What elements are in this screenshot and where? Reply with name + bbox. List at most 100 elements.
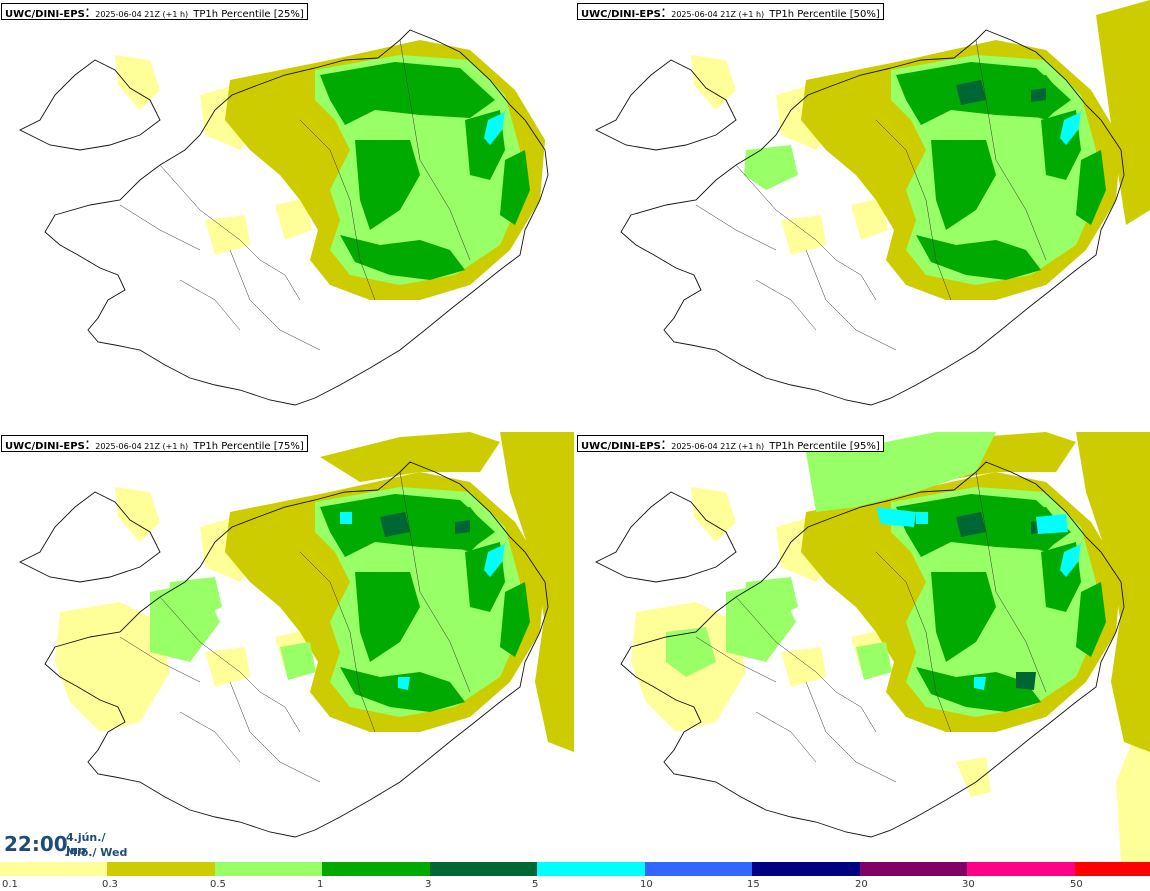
precip-contour xyxy=(876,507,916,527)
precip-contour xyxy=(320,432,500,482)
map-panel-p95: UWC/DINI-EPS: 2025-06-04 21Z (+1 h) TP1h… xyxy=(576,432,1150,862)
legend-label: 0.3 xyxy=(102,879,118,890)
precip-contour xyxy=(1060,112,1081,145)
parameter: TP1h Percentile [75%] xyxy=(193,441,304,452)
precip-contour xyxy=(1036,514,1068,534)
precip-contour xyxy=(205,647,250,687)
boundary-line xyxy=(299,551,376,733)
precip-contour xyxy=(1060,544,1081,577)
legend-label: 50 xyxy=(1070,879,1083,890)
coastline-main xyxy=(620,461,1125,838)
boundary-line xyxy=(975,471,1047,693)
legend-swatch xyxy=(967,862,1075,876)
boundary-line xyxy=(229,249,321,351)
map-panel-p25: UWC/DINI-EPS: 2025-06-04 21Z (+1 h) TP1h… xyxy=(0,0,574,430)
precip-contour xyxy=(500,432,574,752)
color-legend: 0.1 0.3 0.5 1 3 5 10 15 20 30 50 xyxy=(0,862,1150,891)
precip-contour xyxy=(916,235,1041,280)
boundary-line xyxy=(399,39,471,261)
precip-contour xyxy=(1076,150,1106,225)
valid-time-box: 22:00 4.jún./ Jun Mið./ Wed xyxy=(0,826,128,862)
precip-contour xyxy=(455,520,470,534)
coastline xyxy=(594,29,1125,406)
boundary-line xyxy=(159,596,301,733)
precip-contour xyxy=(340,512,352,524)
model-name: UWC/DINI-EPS xyxy=(5,9,85,20)
boundary-line xyxy=(229,681,321,783)
precip-contour xyxy=(55,602,170,732)
model-name: UWC/DINI-EPS xyxy=(5,441,85,452)
legend-label: 30 xyxy=(962,879,975,890)
boundary-line xyxy=(735,164,877,301)
precip-contour xyxy=(781,215,826,255)
run-time: 2025-06-04 21Z (+1 h) xyxy=(671,442,765,451)
model-name: UWC/DINI-EPS xyxy=(581,9,661,20)
precip-contour xyxy=(666,627,716,677)
legend-swatch xyxy=(0,862,107,876)
precip-contour xyxy=(150,582,220,662)
boundary-line xyxy=(179,711,241,763)
precip-contour xyxy=(726,582,796,662)
coastline-main xyxy=(620,29,1125,406)
precip-contour xyxy=(380,677,440,707)
precip-contour xyxy=(1016,672,1036,690)
precip-map xyxy=(576,432,1150,862)
valid-weekday: Mið./ Wed xyxy=(66,846,128,859)
legend-swatch xyxy=(537,862,645,876)
precip-contour xyxy=(956,80,986,105)
run-time: 2025-06-04 21Z (+1 h) xyxy=(95,442,189,451)
legend-label: 15 xyxy=(747,879,760,890)
parameter: TP1h Percentile [95%] xyxy=(769,441,880,452)
precip-contour xyxy=(1076,582,1106,657)
legend-swatch xyxy=(430,862,537,876)
precip-contour xyxy=(744,145,798,190)
legend-swatch xyxy=(215,862,322,876)
panel-title: UWC/DINI-EPS: 2025-06-04 21Z (+1 h) TP1h… xyxy=(1,435,308,452)
legend-swatch xyxy=(322,862,430,876)
precip-contour xyxy=(340,235,465,280)
coastline-westfjords xyxy=(18,59,161,151)
coastline-westfjords xyxy=(594,59,737,151)
precip-contour xyxy=(856,642,892,680)
precip-contour xyxy=(806,432,996,512)
panel-title: UWC/DINI-EPS: 2025-06-04 21Z (+1 h) TP1h… xyxy=(577,435,884,452)
legend-label: 0.1 xyxy=(2,879,18,890)
boundary-line xyxy=(695,204,777,251)
legend-label: 0.5 xyxy=(210,879,226,890)
precip-contour xyxy=(956,677,1016,707)
legend-label: 1 xyxy=(317,879,323,890)
boundary-line xyxy=(805,681,897,783)
boundaries xyxy=(119,39,471,351)
boundary-line xyxy=(875,551,952,733)
boundaries xyxy=(695,39,1047,351)
precip-contour xyxy=(380,512,410,537)
panel-title: UWC/DINI-EPS: 2025-06-04 21Z (+1 h) TP1h… xyxy=(577,3,884,20)
boundary-line xyxy=(975,39,1047,261)
coastline-westfjords xyxy=(18,491,161,583)
precip-contour xyxy=(956,512,986,537)
legend-swatch xyxy=(860,862,967,876)
precip-contour xyxy=(691,55,736,110)
boundary-line xyxy=(695,636,777,683)
coastline xyxy=(18,461,549,838)
legend-label: 3 xyxy=(425,879,431,890)
precip-contour xyxy=(484,544,505,577)
precip-contour xyxy=(280,642,316,680)
boundary-line xyxy=(805,249,897,351)
precip-contour xyxy=(931,140,996,230)
run-time: 2025-06-04 21Z (+1 h) xyxy=(95,10,189,19)
boundary-line xyxy=(119,636,201,683)
legend-swatch xyxy=(645,862,752,876)
precip-contour xyxy=(1076,432,1150,752)
precip-contour xyxy=(500,150,530,225)
boundary-line xyxy=(159,164,301,301)
coastline-main xyxy=(44,461,549,838)
precip-contour xyxy=(781,647,826,687)
precip-contour xyxy=(205,215,250,255)
precip-contour xyxy=(1096,0,1150,225)
boundaries xyxy=(695,471,1047,783)
precip-layer xyxy=(55,432,574,752)
precip-contour xyxy=(851,198,888,240)
boundary-line xyxy=(119,204,201,251)
coastline xyxy=(18,29,549,406)
